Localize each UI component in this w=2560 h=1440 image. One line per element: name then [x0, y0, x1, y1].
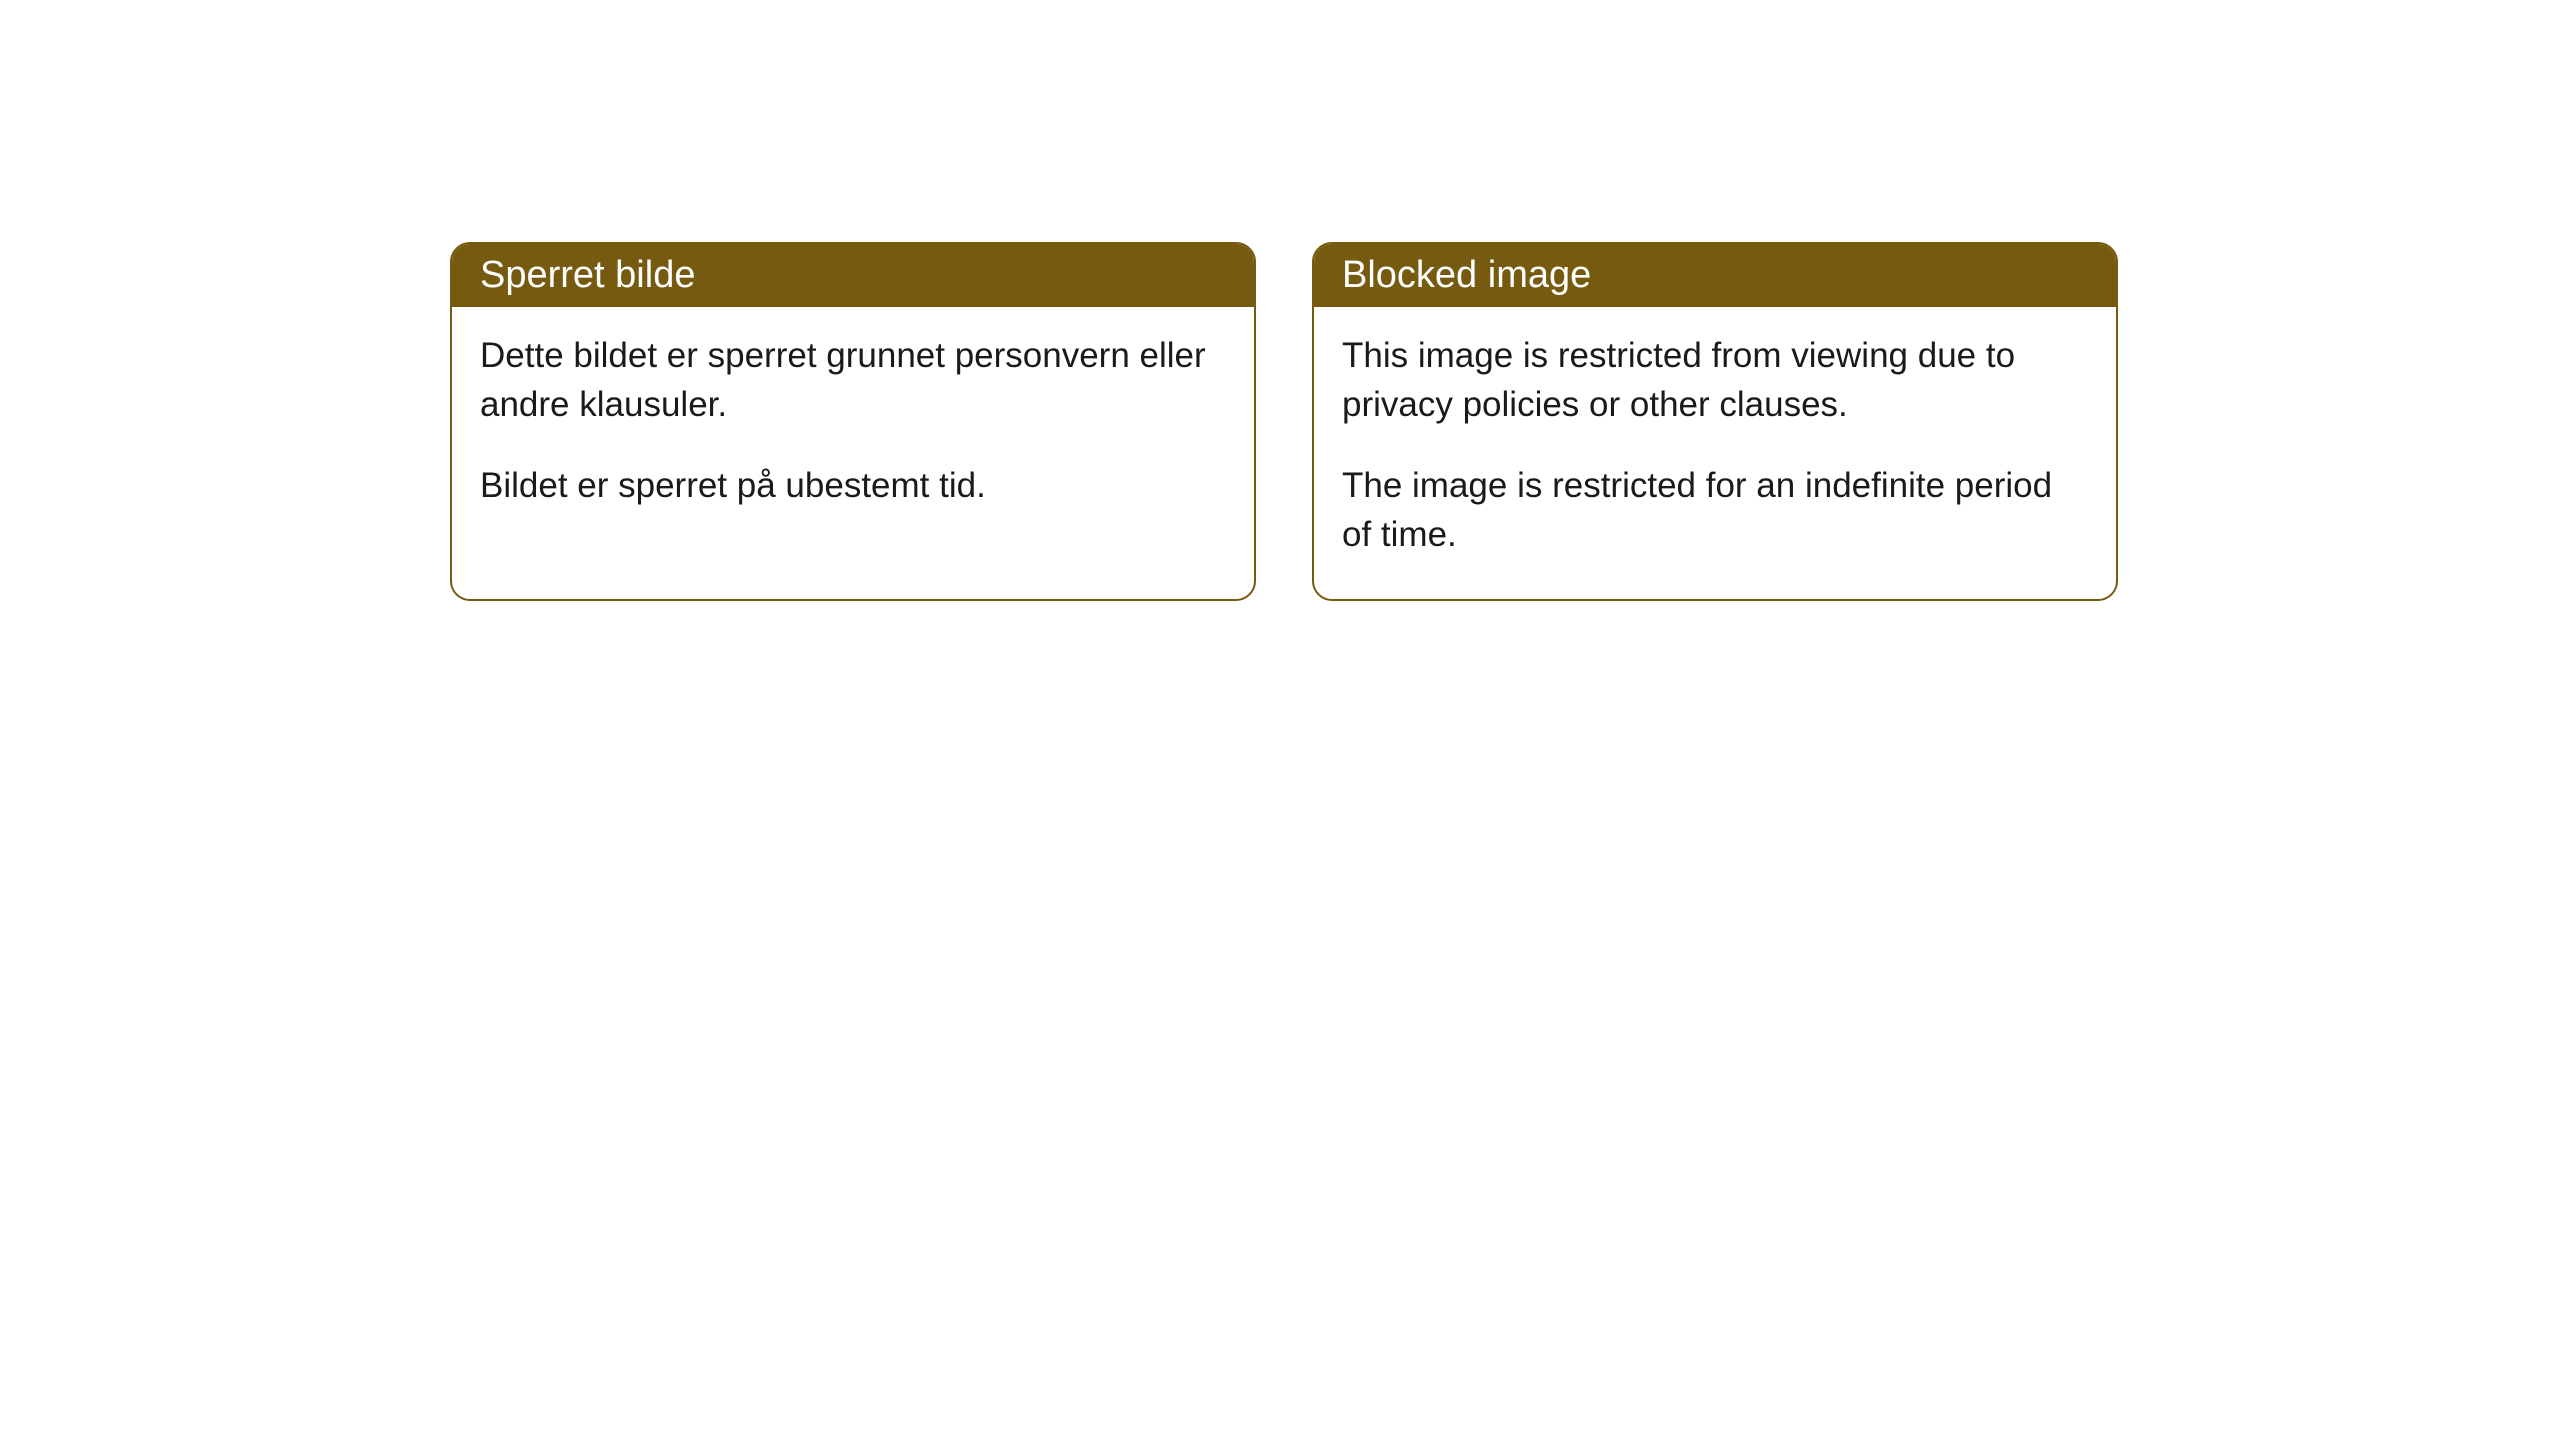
card-body-english: This image is restricted from viewing du… [1314, 307, 2116, 599]
notice-cards-container: Sperret bilde Dette bildet er sperret gr… [450, 242, 2118, 601]
card-header-norwegian: Sperret bilde [452, 244, 1254, 307]
notice-paragraph: Bildet er sperret på ubestemt tid. [480, 461, 1226, 510]
card-header-english: Blocked image [1314, 244, 2116, 307]
notice-card-norwegian: Sperret bilde Dette bildet er sperret gr… [450, 242, 1256, 601]
notice-paragraph: Dette bildet er sperret grunnet personve… [480, 331, 1226, 429]
notice-card-english: Blocked image This image is restricted f… [1312, 242, 2118, 601]
notice-paragraph: The image is restricted for an indefinit… [1342, 461, 2088, 559]
card-body-norwegian: Dette bildet er sperret grunnet personve… [452, 307, 1254, 550]
notice-paragraph: This image is restricted from viewing du… [1342, 331, 2088, 429]
